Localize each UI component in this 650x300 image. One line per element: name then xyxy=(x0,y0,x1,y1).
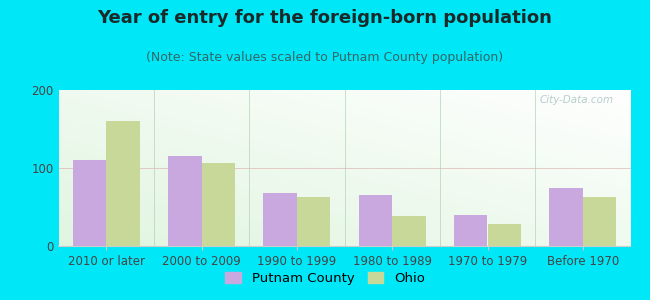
Bar xyxy=(454,215,488,246)
Text: Year of entry for the foreign-born population: Year of entry for the foreign-born popul… xyxy=(98,9,552,27)
Bar xyxy=(168,156,202,246)
Bar xyxy=(359,195,392,246)
Bar xyxy=(73,160,106,246)
Text: City-Data.com: City-Data.com xyxy=(540,95,614,105)
Bar xyxy=(488,224,521,246)
Bar xyxy=(392,216,426,246)
Bar xyxy=(297,197,330,246)
Legend: Putnam County, Ohio: Putnam County, Ohio xyxy=(220,267,430,290)
Text: (Note: State values scaled to Putnam County population): (Note: State values scaled to Putnam Cou… xyxy=(146,51,504,64)
Bar xyxy=(583,197,616,246)
Bar xyxy=(549,188,583,246)
Bar xyxy=(106,121,140,246)
Bar xyxy=(202,163,235,246)
Bar xyxy=(263,193,297,246)
